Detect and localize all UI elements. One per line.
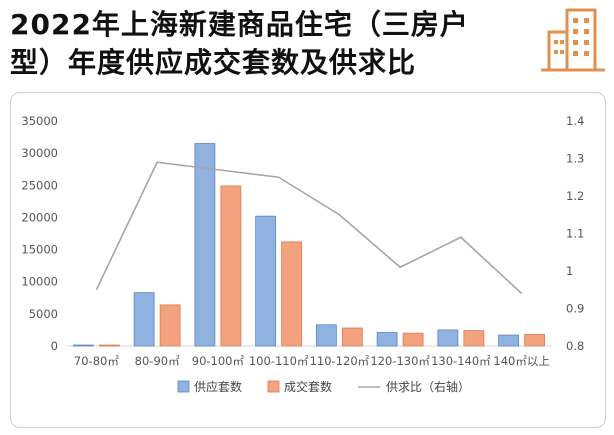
- legend-swatch: [267, 380, 280, 393]
- x-tick-label: 100-110㎡: [249, 354, 309, 368]
- x-tick-label: 120-130㎡: [370, 354, 430, 368]
- x-tick-label: 70-80㎡: [74, 354, 119, 368]
- y-right-tick-label: 0.9: [566, 302, 584, 316]
- supply-bar: [72, 344, 94, 347]
- y-right-tick-label: 1.1: [566, 227, 584, 241]
- x-tick-label: 130-140㎡: [431, 354, 491, 368]
- supply-bar: [133, 292, 155, 347]
- y-left-tick-label: 15000: [21, 243, 58, 257]
- supply-bar: [255, 215, 277, 347]
- transaction-bar: [281, 241, 303, 347]
- transaction-bar: [463, 330, 485, 347]
- supply-bar: [498, 334, 520, 347]
- y-left-tick-label: 25000: [21, 178, 58, 192]
- chart-panel: 0 5000 10000 15000 20000 25000 30000 35000 0.8 0.…: [10, 92, 606, 428]
- chart-title: 2022年上海新建商品住宅（三房户 型）年度供应成交套数及供求比: [10, 6, 530, 82]
- transaction-bar: [159, 304, 181, 347]
- x-tick-label: 140㎡以上: [493, 354, 549, 368]
- y-left-tick-label: 35000: [21, 114, 58, 128]
- y-right-tick-label: 1.3: [566, 152, 584, 166]
- y-left-tick-label: 30000: [21, 146, 58, 160]
- transaction-bar: [98, 344, 120, 347]
- y-right-tick-label: 0.8: [566, 339, 584, 353]
- y-right-tick-label: 1.4: [566, 114, 584, 128]
- title-line-1: 2022年上海新建商品住宅（三房户: [10, 8, 469, 41]
- legend-swatch: [177, 380, 190, 393]
- y-right-tick-label: 1: [566, 264, 573, 278]
- x-tick-label: 90-100㎡: [192, 354, 245, 368]
- supply-bar: [437, 329, 459, 347]
- x-tick-label: 110-120㎡: [310, 354, 370, 368]
- transaction-bar: [524, 334, 546, 347]
- title-line-2: 型）年度供应成交套数及供求比: [10, 46, 417, 79]
- transaction-bar: [341, 327, 363, 347]
- y-left-tick-label: 10000: [21, 275, 58, 289]
- legend-label: 供求比（右轴）: [386, 379, 470, 394]
- y-left-tick-label: 5000: [29, 307, 58, 321]
- building-icon: [541, 8, 605, 72]
- transaction-bar: [220, 185, 242, 347]
- y-left-tick-label: 0: [51, 339, 58, 353]
- supply-demand-ratio-line: [95, 161, 523, 295]
- supply-bar: [376, 332, 398, 347]
- y-left-tick-label: 20000: [21, 210, 58, 224]
- supply-bar: [315, 324, 337, 347]
- legend-label: 成交套数: [284, 379, 332, 394]
- chart-svg: 0 5000 10000 15000 20000 25000 30000 35000 0.8 0.…: [21, 114, 584, 394]
- y-right-tick-label: 1.2: [566, 189, 584, 203]
- transaction-bar: [402, 332, 424, 347]
- legend-label: 供应套数: [194, 379, 242, 394]
- supply-bar: [194, 143, 216, 347]
- x-tick-label: 80-90㎡: [135, 354, 180, 368]
